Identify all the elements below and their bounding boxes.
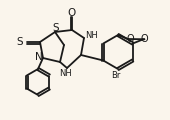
Text: S: S [16,37,23,47]
Text: N: N [35,52,43,62]
Text: O: O [68,8,76,18]
Text: O: O [141,33,149,44]
Text: Br: Br [111,72,121,81]
Text: NH: NH [59,69,71,78]
Text: S: S [53,23,59,33]
Text: NH: NH [86,31,98,41]
Text: O: O [126,34,134,44]
